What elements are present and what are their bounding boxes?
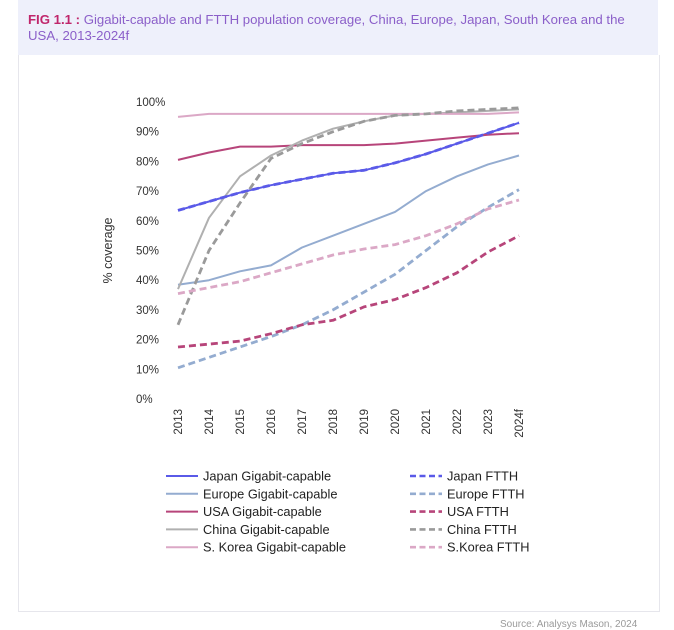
legend-label: S.Korea FTTH [447,540,530,555]
x-tick-label: 2024f [514,408,526,438]
x-tick-label: 2020 [390,409,402,435]
series-line-usa-ftth [177,234,520,349]
y-axis-label: % coverage [101,217,115,283]
x-tick-label: 2019 [359,409,371,435]
series-line-usa-gigabit-capable [177,132,520,161]
series-line-s-korea-ftth [177,198,520,295]
x-tick-label: 2016 [266,409,278,435]
legend-label: Japan Gigabit-capable [203,469,331,484]
y-tick-label: 10% [136,364,159,376]
x-tick-label: 2015 [235,409,247,435]
legend-label: Europe FTTH [447,486,525,501]
x-tick-label: 2017 [297,409,309,435]
x-tick-label: 2022 [452,409,464,435]
legend-label: Japan FTTH [447,469,518,484]
series-line-s-korea-gigabit-capable [177,111,520,118]
figure-label: FIG 1.1 : [28,12,81,27]
legend-label: S. Korea Gigabit-capable [203,540,346,555]
legend-label: USA Gigabit-capable [203,504,322,519]
series-line-europe-gigabit-capable [177,154,520,286]
x-tick-label: 2021 [421,409,433,435]
y-tick-label: 100% [136,97,165,109]
y-tick-label: 90% [136,127,159,139]
source-note: Source: Analysys Mason, 2024 [500,619,638,630]
y-tick-label: 80% [136,156,159,168]
series-line-china-ftth [176,106,520,326]
x-tick-label: 2013 [173,409,185,435]
legend-label: Europe Gigabit-capable [203,486,337,501]
x-tick-label: 2014 [204,408,216,434]
chart-title: FIG 1.1 : Gigabit-capable and FTTH popul… [28,12,648,43]
legend-label: China FTTH [447,522,517,537]
chart-header: FIG 1.1 : Gigabit-capable and FTTH popul… [18,0,658,55]
y-tick-label: 20% [136,335,159,347]
series-line-japan-ftth [177,121,520,212]
x-tick-label: 2018 [328,409,340,435]
y-tick-label: 40% [136,275,159,287]
y-tick-label: 70% [136,186,159,198]
x-tick-label: 2023 [483,409,495,435]
chart-card [18,55,660,612]
series-line-europe-ftth [177,188,520,370]
y-tick-label: 50% [136,246,159,258]
y-tick-label: 60% [136,216,159,228]
y-tick-label: 30% [136,305,159,317]
title-text: Gigabit-capable and FTTH population cove… [28,12,625,43]
y-tick-label: 0% [136,394,153,406]
series-line-china-gigabit-capable [177,108,520,290]
legend-label: USA FTTH [447,504,509,519]
legend-label: China Gigabit-capable [203,522,330,537]
